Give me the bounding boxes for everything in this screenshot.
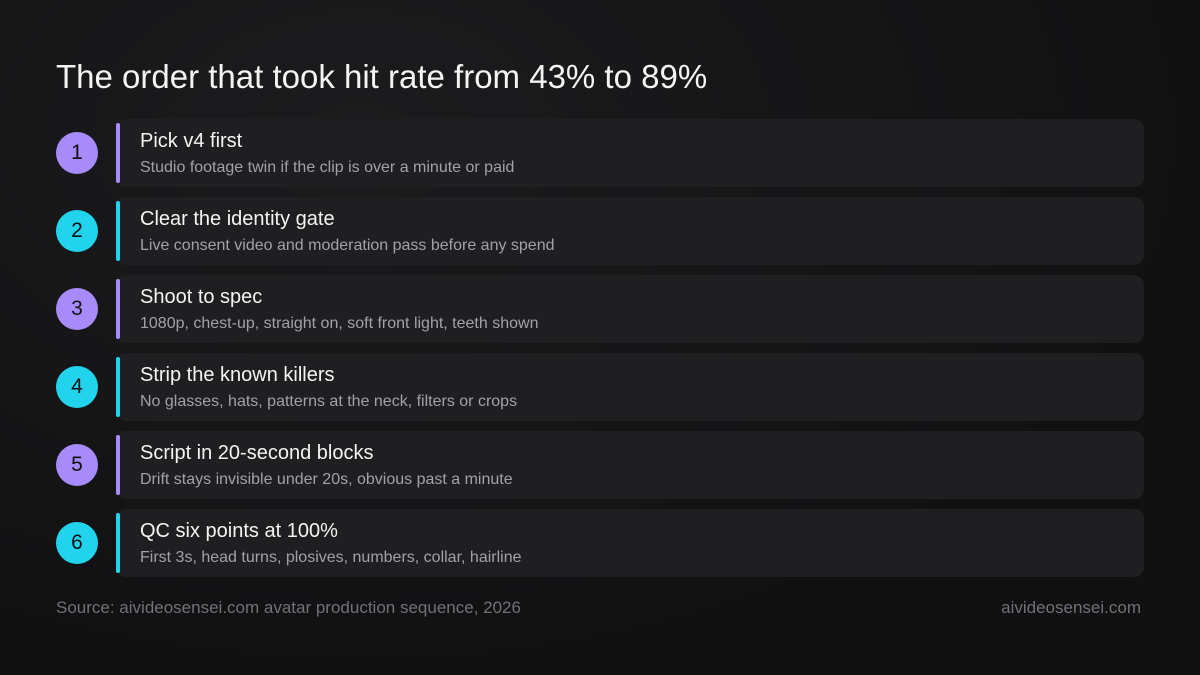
accent-bar	[116, 279, 120, 339]
accent-bar	[116, 201, 120, 261]
step-detail: Live consent video and moderation pass b…	[140, 237, 555, 254]
step-title: Strip the known killers	[140, 364, 335, 386]
step-detail: 1080p, chest-up, straight on, soft front…	[140, 315, 539, 332]
step: 1 Pick v4 first Studio footage twin if the…	[56, 119, 1144, 187]
step-card	[116, 197, 1144, 265]
step-number: 6	[56, 522, 98, 564]
step-title: Script in 20-second blocks	[140, 442, 374, 464]
step-number: 3	[56, 288, 98, 330]
source: Source: aivideosensei.com avatar product…	[56, 598, 521, 617]
step-detail: No glasses, hats, patterns at the neck, …	[140, 393, 518, 410]
title: The order that took hit rate from 43% to…	[56, 58, 708, 95]
step-detail: Studio footage twin if the clip is over …	[140, 159, 515, 176]
step-card	[116, 275, 1144, 343]
step-title: Pick v4 first	[140, 130, 243, 152]
brand: aivideosensei.com	[1001, 598, 1141, 617]
step-detail: Drift stays invisible under 20s, obvious…	[140, 471, 513, 488]
step-number: 5	[56, 444, 98, 486]
step-detail: First 3s, head turns, plosives, numbers,…	[140, 549, 522, 566]
accent-bar	[116, 435, 120, 495]
step: 6 QC six points at 100% First 3s, head tur…	[56, 509, 1144, 577]
step-card	[116, 119, 1144, 187]
step: 3 Shoot to spec 1080p, chest-up, straight …	[56, 275, 1144, 343]
step: 4 Strip the known killers No glasses, hats…	[56, 353, 1144, 421]
step-title: Clear the identity gate	[140, 208, 335, 230]
step-number: 2	[56, 210, 98, 252]
step: 2 Clear the identity gate Live consent vid…	[56, 197, 1144, 265]
step-card	[116, 431, 1144, 499]
accent-bar	[116, 123, 120, 183]
step-number: 1	[56, 132, 98, 174]
step-card	[116, 353, 1144, 421]
step: 5 Script in 20-second blocks Drift stays i…	[56, 431, 1144, 499]
step-number: 4	[56, 366, 98, 408]
step-title: QC six points at 100%	[140, 520, 338, 542]
accent-bar	[116, 513, 120, 573]
accent-bar	[116, 357, 120, 417]
step-list: 1 Pick v4 first Studio footage twin if the…	[56, 119, 1144, 587]
step-title: Shoot to spec	[140, 286, 263, 308]
step-card	[116, 509, 1144, 577]
